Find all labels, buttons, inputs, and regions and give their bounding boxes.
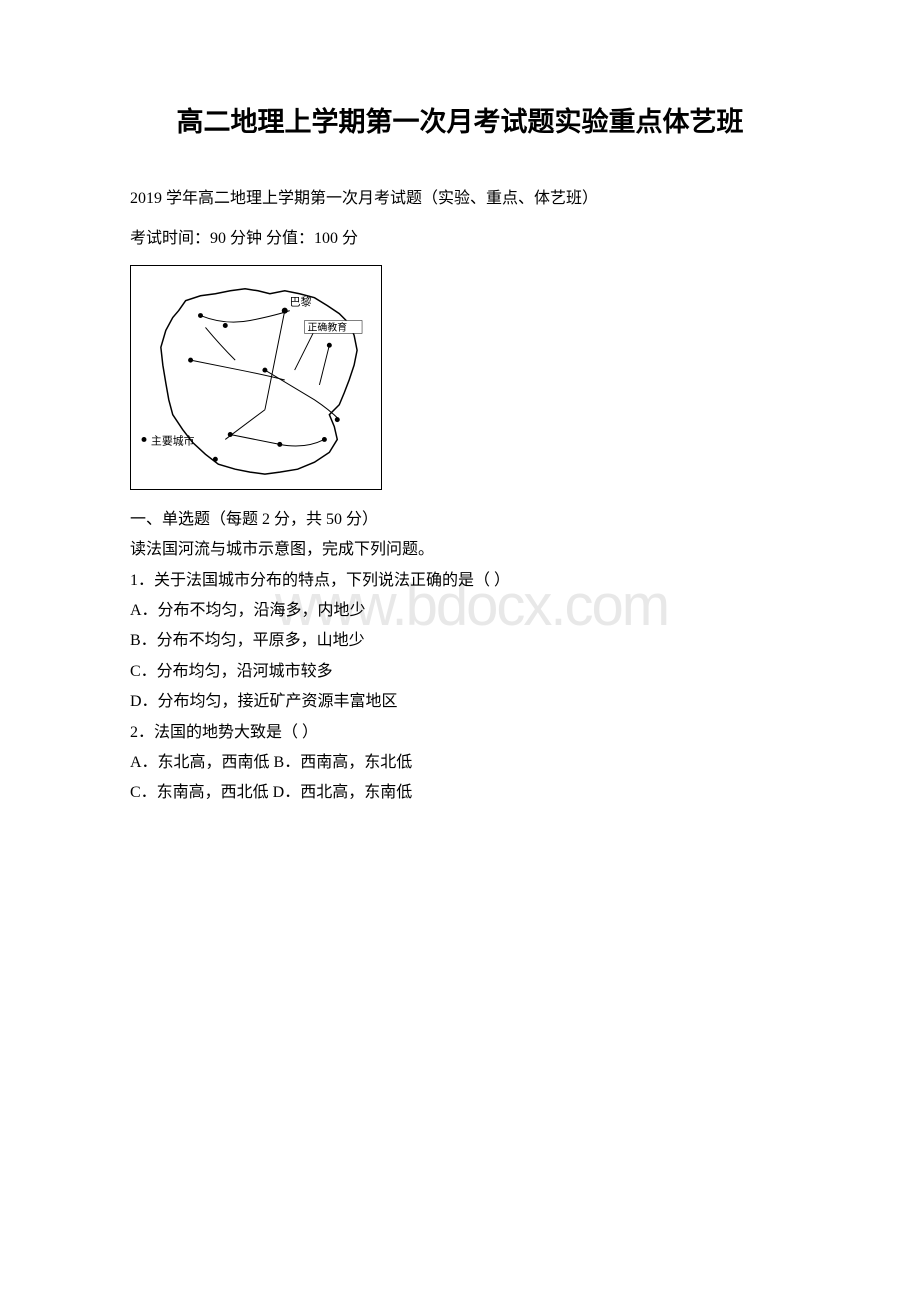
q2-option-ab: A．东北高，西南低 B．西南高，东北低 bbox=[130, 748, 790, 778]
exam-info: 考试时间：90 分钟 分值：100 分 bbox=[130, 224, 790, 254]
q1-option-c: C．分布均匀，沿河城市较多 bbox=[130, 657, 790, 687]
q1-option-d: D．分布均匀，接近矿产资源丰富地区 bbox=[130, 687, 790, 717]
q1-option-a: A．分布不均匀，沿海多，内地少 bbox=[130, 596, 790, 626]
page-title: 高二地理上学期第一次月考试题实验重点体艺班 bbox=[130, 100, 790, 139]
paris-label: 巴黎 bbox=[290, 294, 312, 308]
section-header: 一、单选题（每题 2 分，共 50 分） bbox=[130, 505, 790, 535]
correct-edu-label: 正确教育 bbox=[308, 320, 348, 333]
question-intro: 读法国河流与城市示意图，完成下列问题。 bbox=[130, 535, 790, 565]
map-container: 巴黎 正确教育 主要城市 bbox=[130, 265, 790, 490]
content: 高二地理上学期第一次月考试题实验重点体艺班 2019 学年高二地理上学期第一次月… bbox=[130, 100, 790, 809]
q2-option-cd: C．东南高，西北低 D．西北高，东南低 bbox=[130, 778, 790, 808]
france-map: 巴黎 正确教育 主要城市 bbox=[130, 265, 382, 490]
legend-label: 主要城市 bbox=[151, 433, 195, 447]
q1-option-b: B．分布不均匀，平原多，山地少 bbox=[130, 626, 790, 656]
subtitle: 2019 学年高二地理上学期第一次月考试题（实验、重点、体艺班） bbox=[130, 184, 790, 214]
question-2: 2．法国的地势大致是（ ） bbox=[130, 718, 790, 748]
question-1: 1．关于法国城市分布的特点，下列说法正确的是（ ） bbox=[130, 566, 790, 596]
